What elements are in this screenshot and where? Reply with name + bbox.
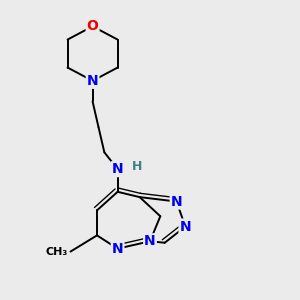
Text: N: N	[179, 220, 191, 234]
Text: CH₃: CH₃	[46, 247, 68, 256]
Text: N: N	[112, 242, 123, 256]
Text: N: N	[112, 162, 123, 176]
Text: N: N	[144, 234, 156, 248]
Text: N: N	[87, 74, 98, 88]
Text: O: O	[87, 19, 98, 33]
Text: H: H	[132, 160, 142, 173]
Text: N: N	[171, 194, 182, 208]
